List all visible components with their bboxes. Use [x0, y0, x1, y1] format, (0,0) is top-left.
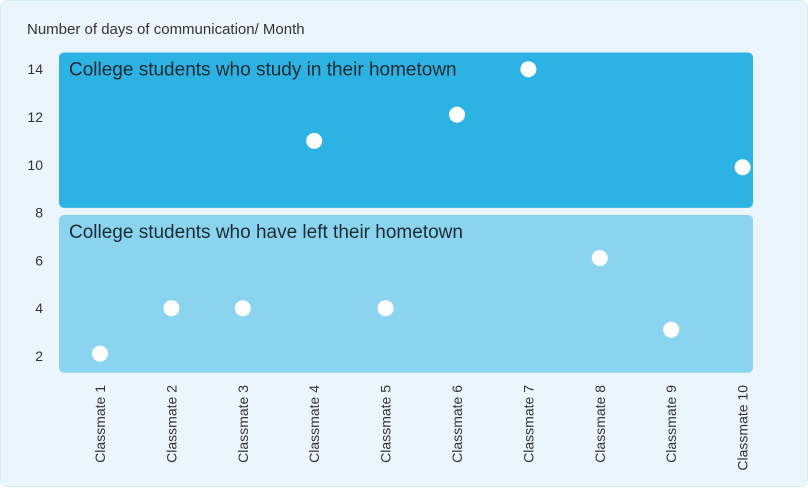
y-tick-label: 4	[35, 300, 43, 316]
data-point	[449, 106, 465, 123]
group-band-label-2: College students who have left their hom…	[69, 222, 463, 243]
y-axis-ticks: 2 4 6 8 10 12 14	[27, 61, 43, 364]
group-band-2	[59, 214, 753, 373]
y-tick-label: 14	[27, 61, 43, 77]
x-tick-label: Classmate 2	[163, 385, 179, 463]
x-axis-ticks: Classmate 1 Classmate 2 Classmate 3 Classma…	[92, 385, 751, 471]
group-bands: College students who study in their home…	[59, 52, 753, 373]
x-tick-label: Classmate 8	[592, 385, 608, 463]
x-tick-label: Classmate 7	[520, 385, 536, 463]
data-point	[734, 159, 751, 176]
group-band-label-1: College students who study in their home…	[69, 59, 457, 80]
x-tick-label: Classmate 5	[378, 385, 394, 463]
y-tick-label: 12	[27, 109, 43, 125]
data-point	[163, 300, 180, 317]
y-axis-label: Number of days of communication/ Month	[27, 21, 305, 38]
data-point	[306, 132, 323, 149]
x-tick-label: Classmate 3	[235, 385, 251, 463]
data-point	[520, 61, 537, 78]
data-point	[92, 345, 108, 362]
x-tick-label: Classmate 4	[306, 385, 322, 463]
data-point	[591, 250, 608, 267]
y-tick-label: 10	[27, 157, 43, 173]
x-tick-label: Classmate 6	[449, 385, 465, 463]
x-tick-label: Classmate 1	[92, 385, 108, 463]
data-points	[92, 61, 751, 362]
y-tick-label: 8	[35, 205, 43, 221]
x-tick-label: Classmate 9	[663, 385, 679, 463]
data-point	[663, 321, 680, 338]
y-tick-label: 6	[35, 252, 43, 268]
x-tick-label: Classmate 10	[735, 385, 751, 471]
data-point	[377, 300, 394, 317]
y-tick-label: 2	[35, 348, 43, 364]
data-point	[234, 300, 251, 317]
group-band-1	[59, 52, 753, 208]
